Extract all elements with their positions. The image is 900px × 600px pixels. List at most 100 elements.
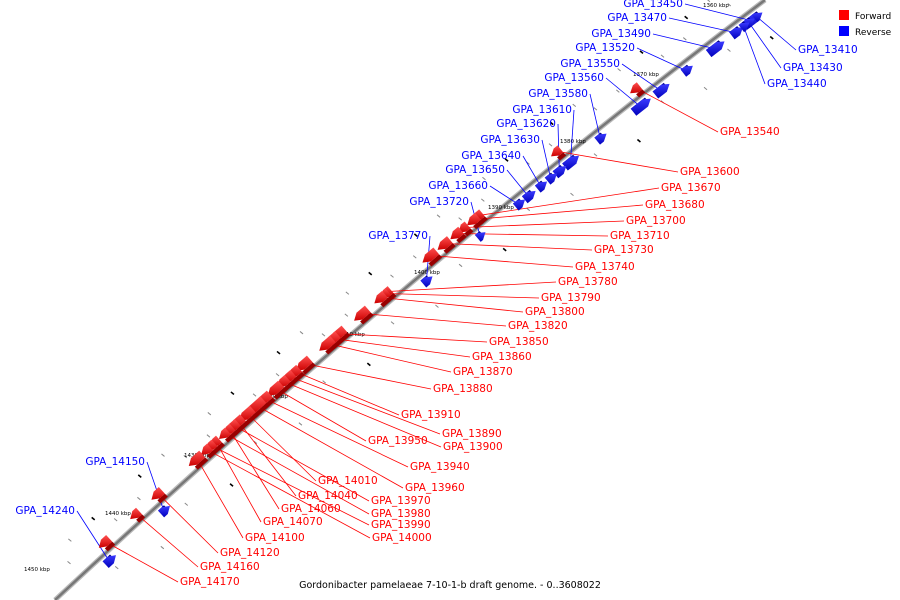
GPA_13540-label: GPA_13540: [720, 126, 780, 138]
tick-dash: [458, 263, 463, 268]
GPA_13900-connector: [283, 381, 442, 448]
GPA_13980-glyph: [219, 427, 234, 443]
GPA_14070-label: GPA_14070: [263, 516, 323, 528]
tick-dash: [660, 54, 665, 58]
GPA_13790-label: GPA_13790: [541, 292, 601, 304]
tick-dash: [322, 380, 326, 384]
GPA_13700-connector: [464, 220, 625, 228]
GPA_13860-label: GPA_13860: [472, 351, 532, 363]
GPA_13880-glyph: [296, 355, 316, 375]
GPA_14010-glyph: [239, 405, 259, 425]
tick-label: 1360 kbp: [703, 3, 729, 9]
GPA_13440-label: GPA_13440: [767, 78, 827, 90]
GPA_14040-label: GPA_14040: [298, 490, 358, 502]
GPA_14060-label: GPA_14060: [281, 503, 341, 515]
GPA_13740-glyph: [422, 247, 443, 267]
GPA_13600-glyph: [551, 145, 567, 161]
GPA_13900-label: GPA_13900: [443, 441, 503, 453]
GPA_13540-connector: [636, 87, 719, 133]
tick-dash: [229, 483, 234, 487]
GPA_13440-glyph: [738, 21, 750, 33]
GPA_13490-label: GPA_13490: [591, 28, 651, 40]
GPA_13910-label: GPA_13910: [401, 409, 461, 421]
GPA_13770-label: GPA_13770: [368, 230, 428, 242]
GPA_14100-label: GPA_14100: [245, 532, 305, 544]
GPA_13490-glyph: [705, 40, 725, 58]
GPA_13560-glyph: [630, 97, 651, 116]
tick-dash: [275, 373, 280, 377]
GPA_13470-glyph: [729, 26, 744, 40]
tick-dash: [593, 153, 598, 157]
GPA_13580-label: GPA_13580: [528, 88, 588, 100]
tick-dash: [137, 474, 142, 479]
GPA_13440-connector: [743, 26, 766, 85]
GPA_13990-connector: [211, 445, 370, 526]
GPA_14150-glyph: [158, 505, 170, 518]
GPA_13560-label: GPA_13560: [544, 72, 604, 84]
GPA_13430-connector: [748, 22, 782, 69]
tick-dash: [526, 207, 531, 212]
tick-dash: [549, 121, 554, 126]
GPA_14170-label: GPA_14170: [180, 576, 240, 588]
GPA_13430-glyph: [743, 17, 755, 29]
GPA_13650-label: GPA_13650: [445, 164, 505, 176]
GPA_13410-glyph: [751, 11, 763, 23]
tick-label: 1380 kbp: [560, 139, 586, 145]
tick-dash: [114, 565, 119, 570]
GPA_13880-label: GPA_13880: [433, 383, 493, 395]
tick-dash: [137, 496, 141, 501]
GPA_13700-glyph: [458, 221, 474, 237]
GPA_13950-connector: [275, 388, 367, 442]
GPA_14170-connector: [105, 541, 179, 583]
GPA_13740-connector: [430, 255, 574, 268]
GPA_13860-connector: [333, 338, 471, 358]
GPA_13730-glyph: [437, 236, 456, 254]
tick-dash: [390, 274, 394, 278]
GPA_13820-label: GPA_13820: [508, 320, 568, 332]
tick-dash: [298, 422, 303, 426]
GPA_13820-glyph: [354, 305, 374, 325]
GPA_13850-label: GPA_13850: [489, 336, 549, 348]
tick-dash: [572, 103, 577, 107]
GPA_14000-connector: [206, 449, 371, 539]
GPA_13490-connector: [652, 33, 716, 50]
GPA_13770-glyph: [420, 275, 433, 288]
tick-dash: [727, 48, 731, 52]
GPA_14000-glyph: [201, 443, 217, 459]
GPA_13800-glyph: [374, 290, 391, 308]
GPA_13870-glyph: [319, 335, 339, 355]
GPA_13410-label: GPA_13410: [798, 44, 858, 56]
tick-dash: [344, 313, 349, 317]
GPA_13870-label: GPA_13870: [453, 366, 513, 378]
GPA_14240-glyph: [102, 554, 116, 568]
GPA_13610-label: GPA_13610: [512, 104, 572, 116]
GPA_13650-connector: [506, 169, 529, 197]
GPA_13640-glyph: [534, 180, 548, 193]
legend: Forward Reverse: [839, 10, 892, 38]
GPA_13630-connector: [541, 139, 552, 179]
tick-dash: [390, 321, 395, 325]
GPA_13470-label: GPA_13470: [607, 12, 667, 24]
GPA_13950-label: GPA_13950: [368, 435, 428, 447]
GPA_13780-connector: [388, 281, 557, 292]
GPA_13450-label: GPA_13450: [623, 0, 683, 10]
GPA_13520-glyph: [680, 64, 693, 77]
genome-caption: Gordonibacter pamelaeae 7-10-1-b draft g…: [299, 580, 601, 591]
GPA_13550-label: GPA_13550: [560, 58, 620, 70]
tick-dash: [368, 271, 373, 276]
GPA_14060-connector: [229, 429, 280, 510]
GPA_13710-label: GPA_13710: [610, 230, 670, 242]
GPA_13790-connector: [385, 293, 540, 299]
GPA_13800-connector: [381, 297, 524, 313]
GPA_13970-label: GPA_13970: [371, 495, 431, 507]
GPA_13680-glyph: [467, 212, 484, 230]
GPA_13580-connector: [589, 93, 601, 139]
tick-dash: [413, 233, 418, 237]
GPA_13960-connector: [256, 405, 404, 489]
legend-reverse-label: Reverse: [855, 28, 892, 38]
tick-dash: [639, 50, 644, 55]
GPA_14160-glyph: [130, 507, 146, 523]
GPA_13890-label: GPA_13890: [442, 428, 502, 440]
GPA_14150-connector: [146, 461, 165, 512]
GPA_13980-label: GPA_13980: [371, 508, 431, 520]
